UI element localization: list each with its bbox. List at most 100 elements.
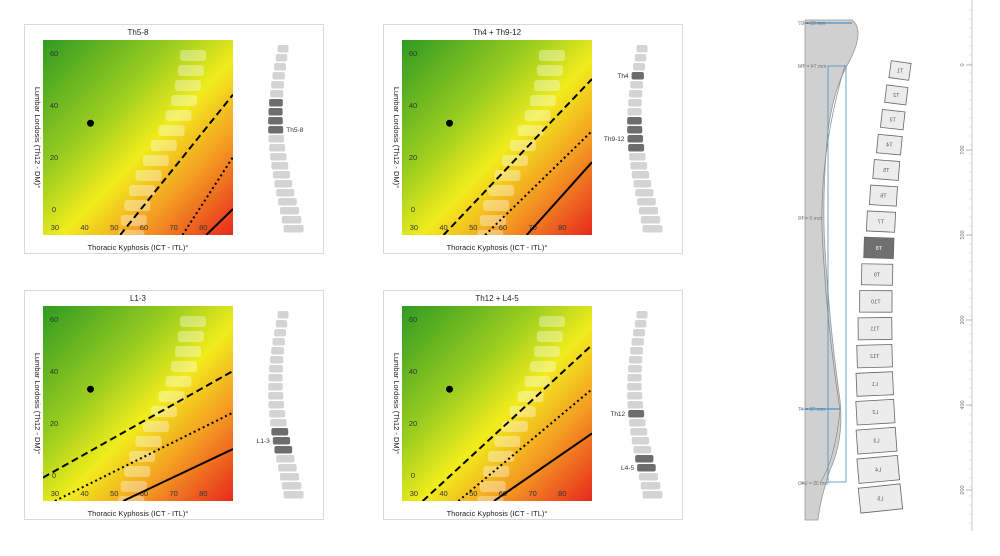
x-axis-label: Thoracic Kyphosis (ICT - ITL)°	[447, 509, 548, 518]
y-tick-label: 20	[409, 419, 417, 428]
spine-vertebra	[272, 171, 291, 179]
vertebra-box	[855, 398, 896, 426]
vertebra-box	[880, 108, 906, 131]
spine-vertebra	[275, 54, 288, 62]
vertebra-label: T12	[870, 354, 879, 360]
chart-title: Th4 + Th9-12	[473, 28, 522, 37]
vertebra-t2: T2	[884, 84, 909, 106]
overlay-vertebra	[175, 80, 202, 91]
y-axis-label: Lumbar Lordosis (Th12 - DM)°	[33, 353, 42, 454]
chart-title: Th5-8	[128, 28, 149, 37]
ruler-label: 400	[958, 400, 964, 409]
spine-vertebra	[640, 216, 661, 224]
vertebra-label: T6	[880, 194, 886, 200]
y-axis-label: Lumbar Lordosis (Th12 - DM)°	[392, 353, 401, 454]
vertebra-box	[888, 60, 912, 81]
profile-label: mm T4 = TM	[798, 64, 826, 70]
spine-vertebra	[638, 473, 659, 481]
spine-vertebra	[628, 410, 645, 418]
vertebra-t10: T10	[859, 290, 893, 313]
overlay-vertebra	[150, 406, 177, 417]
spine-vertebra	[627, 117, 642, 125]
overlay-vertebra	[483, 466, 510, 477]
vertebra-label: L4	[875, 467, 881, 473]
spine-vertebra	[629, 153, 646, 161]
x-tick-label: 80	[558, 223, 566, 232]
spine-vertebra	[276, 455, 295, 463]
vertebra-box	[855, 426, 898, 455]
spine-illustration: L1-3	[257, 311, 304, 499]
vertebra-t11: T11	[857, 316, 893, 341]
vertebra-label: T9	[874, 273, 880, 279]
vertebra-box	[856, 454, 900, 484]
x-axis-label: Thoracic Kyphosis (ICT - ITL)°	[88, 509, 189, 518]
spine-overlay	[477, 316, 565, 501]
accent-frame	[827, 65, 847, 483]
threshold-line-dotted	[457, 388, 592, 501]
patient-point	[446, 119, 453, 127]
spine-profile-svg: mm 69 = C7 mm T4 = TM mm 0 = T8 mm T8 = 4T m…	[798, 0, 973, 531]
overlay-vertebra	[158, 391, 185, 402]
overlay-vertebra	[177, 65, 204, 76]
vertebra-box	[859, 290, 893, 313]
vertebra-box	[861, 263, 894, 286]
x-tick-label: 70	[169, 489, 177, 498]
profile-label: mm 0 = T8	[798, 216, 822, 222]
spine-vertebra	[633, 446, 652, 454]
ruler-label: 100	[958, 145, 964, 154]
spine-label: Th4	[617, 73, 629, 80]
vertebra-box	[855, 371, 894, 397]
spine-vertebra	[270, 419, 287, 427]
spine-vertebra	[629, 419, 646, 427]
overlay-vertebra	[118, 230, 145, 235]
y-tick-label: 20	[50, 153, 58, 162]
spine-vertebra	[634, 320, 647, 328]
spine-overlay	[477, 50, 565, 235]
spine-illustration: Th12 L4-5	[610, 311, 663, 499]
spine-vertebra	[630, 81, 643, 89]
vertebra-t4: T4	[876, 133, 903, 156]
spine-vertebra	[627, 401, 644, 409]
spine-vertebra	[270, 153, 287, 161]
overlay-vertebra	[524, 110, 551, 121]
overlay-vertebra	[129, 185, 156, 196]
spine-vertebra	[272, 72, 285, 80]
x-tick-label: 60	[499, 489, 507, 498]
ruler-label: 500	[958, 485, 964, 494]
x-tick-label: 50	[469, 223, 477, 232]
overlay-vertebra	[483, 200, 510, 211]
spine-vertebra	[630, 162, 648, 170]
vertebra-box	[869, 184, 898, 207]
y-tick-label: 0	[411, 205, 415, 214]
threshold-line-dotted	[54, 411, 233, 501]
profile-label: mm 69 = C7	[798, 21, 826, 27]
x-tick-label: 70	[528, 489, 536, 498]
overlay-vertebra	[488, 451, 515, 462]
spine-vertebra	[631, 72, 644, 80]
spine-vertebra	[633, 180, 652, 188]
spine-label: Th5-8	[286, 127, 303, 134]
vertebra-t3: T3	[880, 108, 906, 131]
vertebra-label: L2	[872, 410, 878, 416]
x-tick-label: 40	[439, 489, 447, 498]
vertebra-label: L5	[877, 497, 883, 503]
overlay-vertebra	[488, 185, 515, 196]
overlay-vertebra	[517, 391, 544, 402]
spine-vertebra	[268, 126, 284, 134]
y-tick-label: 20	[409, 153, 417, 162]
spine-vertebra	[629, 356, 643, 364]
threshold-line-dashed	[422, 344, 592, 501]
spine-vertebra	[631, 338, 644, 346]
profile-label: mm 35 = L4O	[798, 481, 829, 487]
y-axis-label: Lumbar Lordosis (Th12 - DM)°	[392, 87, 401, 188]
x-axis-label: Thoracic Kyphosis (ICT - ITL)°	[88, 243, 189, 252]
vertebra-box	[857, 316, 893, 341]
overlay-vertebra	[142, 155, 169, 166]
overlay-vertebra	[170, 361, 197, 372]
x-tick-label: 30	[410, 489, 418, 498]
spine-vertebra	[268, 374, 283, 382]
spine-vertebra	[636, 311, 648, 319]
overlay-vertebra	[501, 421, 528, 432]
overlay-vertebra	[534, 80, 561, 91]
spine-vertebra	[269, 365, 283, 373]
